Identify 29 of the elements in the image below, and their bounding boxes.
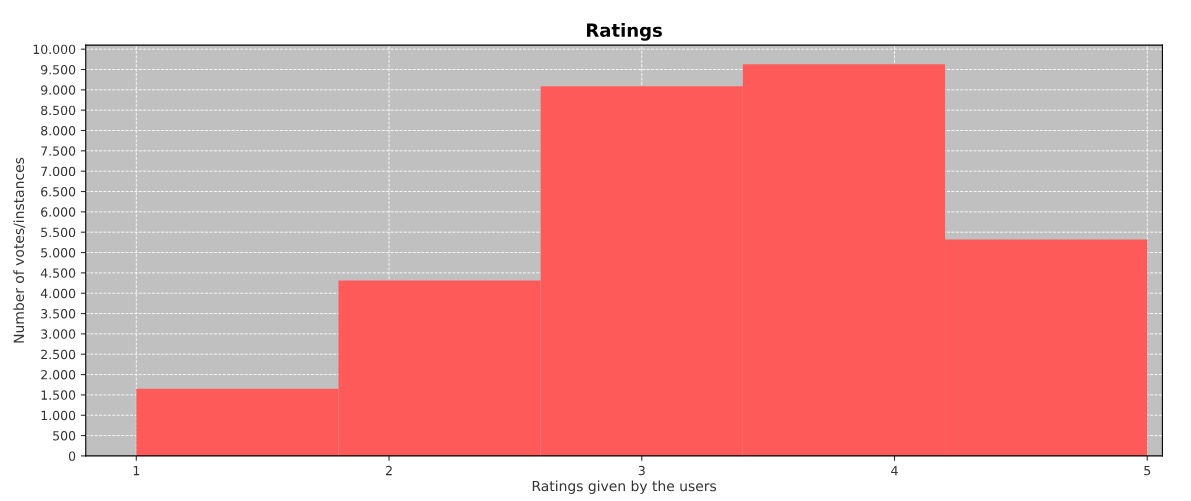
y-tick-label: 3.500	[41, 309, 76, 319]
y-tick-label: 1.000	[41, 410, 76, 421]
y-tick-label: 9.000	[41, 85, 76, 95]
y-tick-label: 8.500	[41, 105, 76, 116]
y-tick-label: 8.000	[41, 125, 76, 136]
y-tick-label: 5.500	[41, 227, 76, 238]
y-tick-label: 9.500	[41, 64, 76, 75]
y-tick-label: 0	[68, 451, 76, 461]
y-tick-label: 2.500	[41, 349, 76, 360]
y-tick-label: 4.000	[40, 288, 76, 299]
x-tick-label: 1	[133, 466, 140, 476]
y-tick-label: 2.000	[41, 370, 76, 380]
y-tick-label: 4.500	[40, 268, 76, 278]
x-tick-label: 5	[1144, 466, 1151, 476]
y-tick-label: 6.000	[41, 207, 76, 217]
y-tick-label: 7.000	[41, 166, 76, 177]
x-tick-label: 2	[385, 465, 392, 476]
y-tick-label: 3.000	[41, 329, 76, 339]
y-tick-label: 500	[53, 431, 76, 441]
y-tick-label: 6.500	[41, 186, 76, 197]
y-tick-label: 7.500	[41, 146, 76, 156]
y-tick-label: 10.000	[33, 44, 76, 55]
y-axis-title: Number of votes/instances	[13, 157, 26, 343]
x-tick-label: 3	[638, 465, 645, 476]
chart-title: Ratings	[587, 23, 662, 41]
x-axis-title: Ratings given by the users	[532, 480, 717, 494]
y-tick-label: 1.500	[41, 390, 76, 400]
y-tick-label: 5.000	[41, 248, 76, 258]
x-tick-label: 4	[891, 466, 898, 476]
